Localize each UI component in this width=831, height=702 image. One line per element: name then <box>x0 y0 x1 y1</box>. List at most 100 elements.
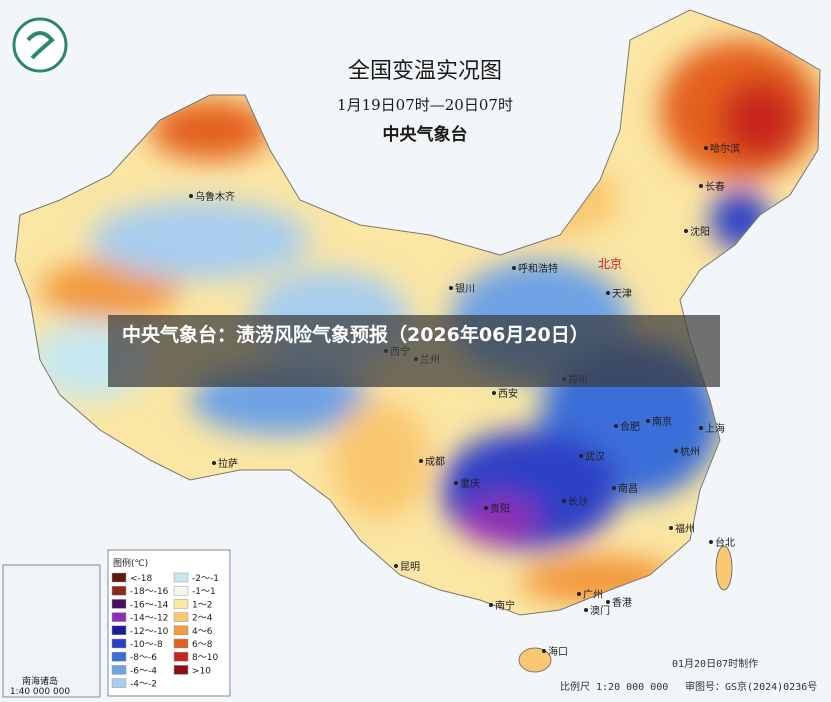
city-label: 上海 <box>705 422 725 435</box>
legend-label: -18～-16 <box>130 587 169 597</box>
city-dot <box>606 291 610 295</box>
made-time: 01月20日07时制作 <box>672 657 758 670</box>
city-dot <box>484 506 488 510</box>
hainan <box>518 647 552 673</box>
legend-label: 6～8 <box>192 640 213 650</box>
city-label: 昆明 <box>400 561 420 573</box>
city-labels: 乌鲁木齐哈尔滨长春沈阳天津呼和浩特银川西宁兰州西安郑州合肥南京上海杭州武汉长沙南… <box>189 142 740 658</box>
legend-swatch <box>111 678 127 688</box>
legend-label: -16～-14 <box>130 600 169 610</box>
city-dot <box>646 419 650 423</box>
legend-swatch <box>111 638 127 649</box>
city-label: 拉萨 <box>218 457 238 470</box>
legend-swatch <box>111 572 127 583</box>
city-dot <box>584 608 588 612</box>
city-dot <box>489 603 493 607</box>
legend-label: -6～-4 <box>130 666 157 676</box>
city-label: 银川 <box>455 282 475 295</box>
legend-swatch <box>173 665 189 675</box>
city-dot <box>419 459 423 463</box>
city-label: 合肥 <box>620 420 640 433</box>
legend: <-18 -18～-16 -16～-14 -14～-12 -12～-10 -10～-8 -8… <box>111 572 219 690</box>
city-label: 武汉 <box>585 450 605 463</box>
city-label: 南宁 <box>495 599 515 612</box>
city-label: 贵阳 <box>490 502 510 515</box>
city-dot <box>542 649 546 653</box>
city-dot <box>579 454 583 458</box>
city-dot <box>684 229 688 233</box>
inset-title: 南海诸岛 <box>22 675 58 687</box>
legend-box <box>107 549 231 697</box>
city-dot <box>577 592 581 596</box>
city-label: 哈尔滨 <box>710 142 740 155</box>
legend-label: -2～-1 <box>192 574 219 584</box>
city-dot <box>699 184 703 188</box>
legend-label: 1～2 <box>192 600 212 610</box>
legend-label: 2～4 <box>192 614 213 624</box>
legend-label: -4～-2 <box>130 680 157 690</box>
city-label: 长沙 <box>568 496 588 508</box>
city-label: 呼和浩特 <box>518 263 558 275</box>
scale: 比例尺 1:20 000 000 <box>560 680 668 693</box>
legend-swatch <box>173 651 189 662</box>
city-dot <box>606 600 610 604</box>
city-dot <box>614 424 618 428</box>
city-label: 西安 <box>498 387 518 400</box>
city-label: 北京 <box>598 257 622 271</box>
legend-label: >10 <box>192 666 211 676</box>
legend-swatch <box>111 599 127 609</box>
city-dot <box>492 391 496 395</box>
inset-scale: 1:40 000 000 <box>10 687 71 697</box>
city-label: 南昌 <box>618 482 638 495</box>
legend-swatch <box>173 599 189 609</box>
city-dot <box>394 564 398 568</box>
legend-label: -8～-6 <box>130 653 157 663</box>
legend-swatch <box>173 612 189 622</box>
city-dot <box>704 146 708 150</box>
city-label: 天津 <box>612 288 632 300</box>
city-label: 长春 <box>705 181 725 193</box>
city-dot <box>669 526 673 530</box>
city-dot <box>562 499 566 503</box>
legend-swatch <box>111 612 127 622</box>
city-dot <box>449 286 453 290</box>
city-dot <box>699 426 703 430</box>
legend-swatch <box>173 625 189 636</box>
map-title: 全国变温实况图 <box>348 59 502 84</box>
city-label: 杭州 <box>680 445 700 458</box>
legend-label: -10～-8 <box>130 640 163 650</box>
city-dot <box>709 540 713 544</box>
map-agency: 中央气象台 <box>383 124 468 145</box>
city-dot <box>512 266 516 270</box>
city-dot <box>189 194 193 198</box>
taiwan <box>715 545 733 591</box>
legend-title: 图例(℃) <box>113 557 148 569</box>
legend-swatch <box>173 638 189 649</box>
logo <box>12 17 68 73</box>
news-caption[interactable]: 中央气象台：渍涝风险气象预报（2026年06月20日） <box>108 315 720 387</box>
city-label: 南京 <box>652 415 672 428</box>
map-period: 1月19日07时—20日07时 <box>337 96 513 114</box>
legend-swatch <box>111 665 127 675</box>
city-dot <box>674 449 678 453</box>
legend-swatch <box>111 585 127 596</box>
legend-swatch <box>111 625 127 636</box>
approval: 审图号：GS京(2024)0236号 <box>685 680 817 693</box>
legend-label: -14～-12 <box>130 614 168 624</box>
legend-label: 8～10 <box>192 653 218 663</box>
city-dot <box>612 486 616 490</box>
city-label: 福州 <box>675 522 695 535</box>
city-label: 广州 <box>583 589 603 601</box>
city-label: 沈阳 <box>690 225 710 238</box>
city-label: 乌鲁木齐 <box>195 190 235 203</box>
logo-mark <box>26 31 55 60</box>
legend-label: 4～6 <box>192 627 213 637</box>
city-label: 成都 <box>425 456 445 468</box>
legend-swatch <box>173 572 189 583</box>
legend-label: -1～1 <box>192 587 216 597</box>
inset-box <box>2 564 101 698</box>
city-dot <box>454 481 458 485</box>
city-label: 香港 <box>612 597 632 609</box>
